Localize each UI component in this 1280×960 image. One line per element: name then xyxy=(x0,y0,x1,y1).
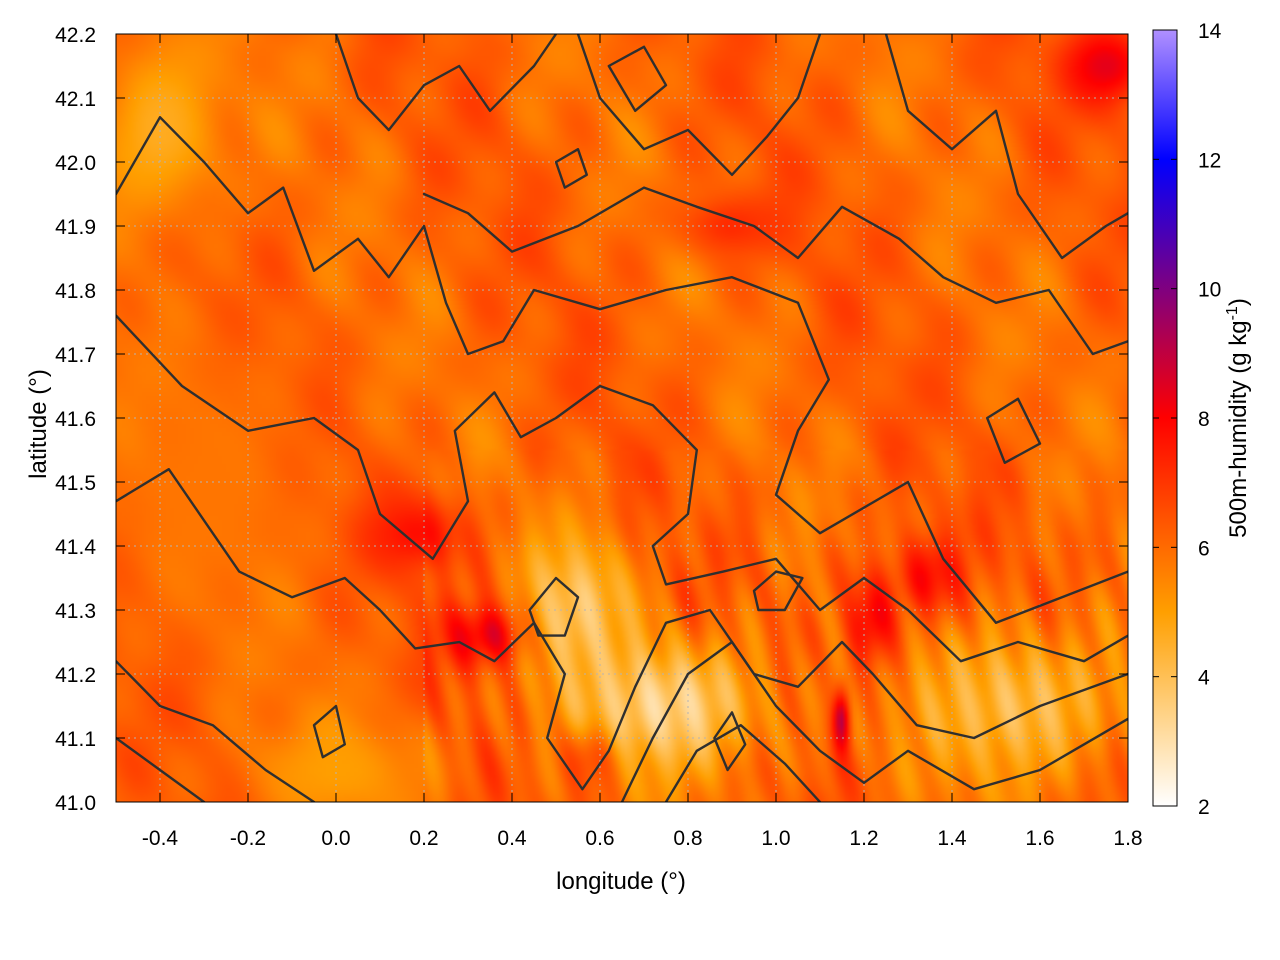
x-tick-label: 0.2 xyxy=(409,827,438,850)
contour-loop xyxy=(986,397,1042,464)
contour-line xyxy=(620,640,1128,802)
contour-line xyxy=(334,34,558,132)
contour-loop xyxy=(528,576,580,637)
colorbar-tick-label: 14 xyxy=(1198,20,1222,43)
y-tick-label: 42.1 xyxy=(55,88,96,111)
y-tick-label: 42.0 xyxy=(55,152,96,175)
colorbar-tick-label: 8 xyxy=(1198,408,1210,431)
x-axis-title: longitude (°) xyxy=(556,868,686,895)
y-axis-title: latitude (°) xyxy=(25,369,52,479)
y-tick-label: 41.0 xyxy=(55,792,96,815)
contour-loop xyxy=(554,148,588,189)
x-tick-label: 0.0 xyxy=(321,827,350,850)
colorbar-tick-label: 6 xyxy=(1198,537,1210,560)
contour-loop xyxy=(312,704,346,759)
contour-line xyxy=(422,186,1128,356)
contour-line xyxy=(664,724,822,802)
y-tick-label: 41.8 xyxy=(55,280,96,303)
contour-lines xyxy=(116,34,1128,802)
contour-line xyxy=(576,34,822,176)
colorbar-ticks: 2 4 6 8 10 12 14 xyxy=(1153,20,1222,819)
x-tick-label: 0.4 xyxy=(497,827,527,850)
y-tick-label: 41.1 xyxy=(55,728,96,751)
colorbar: 2 4 6 8 10 12 14 500m-humidity (g kg-1) xyxy=(1152,20,1252,819)
plot-area xyxy=(115,33,1129,803)
contour-line xyxy=(116,116,1128,624)
y-tick-label: 41.3 xyxy=(55,600,96,623)
y-tick-label: 41.7 xyxy=(55,344,96,367)
y-tick-label: 41.2 xyxy=(55,664,96,687)
x-tick-label: 1.6 xyxy=(1025,827,1054,850)
y-tick-label: 41.6 xyxy=(55,408,96,431)
contour-loop xyxy=(713,711,747,772)
y-tick-label: 41.5 xyxy=(55,472,96,495)
colorbar-tick-label: 12 xyxy=(1198,149,1221,172)
x-tick-label: 1.0 xyxy=(761,827,790,850)
x-tick-label: 1.2 xyxy=(849,827,878,850)
colorbar-title-exponent: -1 xyxy=(1224,306,1241,320)
contour-line xyxy=(884,34,1128,260)
colorbar-title-close: ) xyxy=(1225,298,1252,306)
x-tick-label: 0.6 xyxy=(585,827,614,850)
y-tick-label: 42.2 xyxy=(55,24,96,47)
x-tick-label: 1.4 xyxy=(937,827,967,850)
y-tick-label: 41.4 xyxy=(55,536,96,559)
colorbar-tick-label: 2 xyxy=(1198,796,1210,819)
contour-line xyxy=(116,736,206,802)
contour-loop xyxy=(607,45,668,112)
x-tick-label: -0.4 xyxy=(142,827,179,850)
contour-loop xyxy=(752,570,804,612)
x-tick-label: -0.2 xyxy=(230,827,266,850)
colorbar-tick-label: 4 xyxy=(1198,667,1210,690)
colorbar-title: 500m-humidity (g kg-1) xyxy=(1224,298,1252,538)
y-tick-label: 41.9 xyxy=(55,216,96,239)
contour-line xyxy=(116,314,1128,663)
contour-line xyxy=(116,468,1128,791)
x-tick-label: 0.8 xyxy=(673,827,702,850)
colorbar-tick-label: 10 xyxy=(1198,279,1221,302)
contour-line xyxy=(116,660,316,802)
x-axis: -0.4 -0.2 0.0 0.2 0.4 0.6 0.8 1.0 1.2 1.4 1.6 1.8 xyxy=(142,34,1143,850)
colorbar-title-base: 500m-humidity (g kg xyxy=(1225,320,1252,537)
y-axis: 41.0 41.1 41.2 41.3 41.4 41.5 41.6 41.7 41.8 41.9… xyxy=(55,24,1128,815)
x-tick-label: 1.8 xyxy=(1113,827,1142,850)
